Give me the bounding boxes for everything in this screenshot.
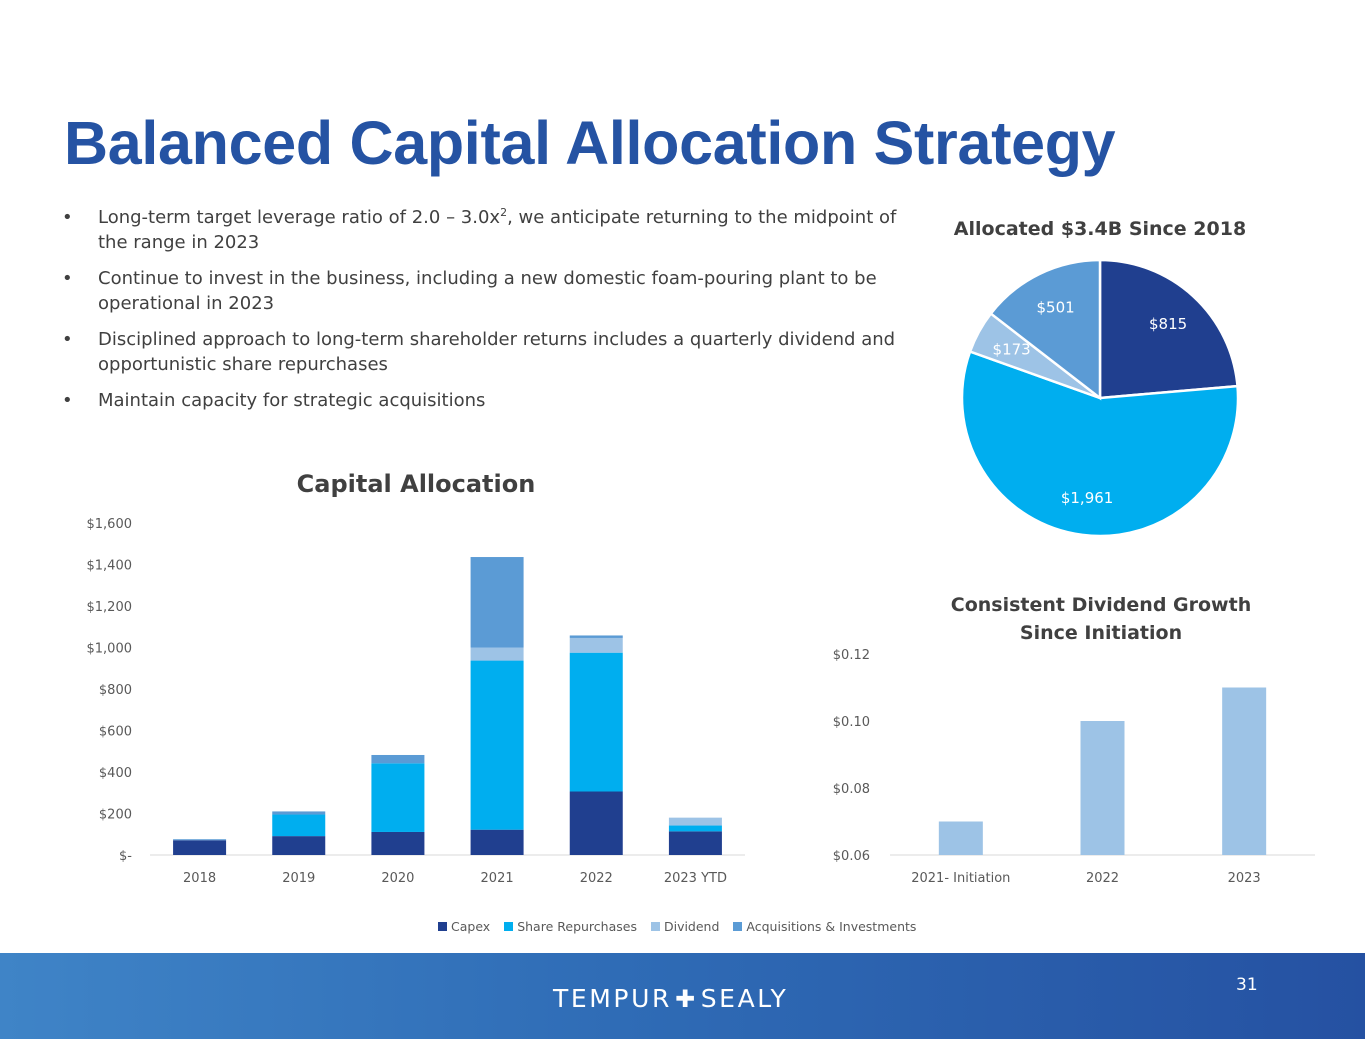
legend-item-capex: Capex [438,919,490,934]
bar-segment [371,754,425,764]
bullet-item: • Maintain capacity for strategic acquisi… [62,390,486,411]
bar-segment [569,791,623,855]
capital-chart-legend: Capex Share Repurchases Dividend Acquisi… [438,919,916,934]
page-title: Balanced Capital Allocation Strategy [64,109,1116,177]
y-tick-label: $600 [99,725,132,740]
allocation-pie-chart: Allocated $3.4B Since 2018 $815 $1,961 $17… [954,218,1246,538]
bar-segment [470,647,524,661]
x-tick-label: 2023 YTD [664,871,727,886]
legend-item-dividend: Dividend [650,919,719,934]
bullet-item: • Long-term target leverage ratio of 2.0 … [62,206,897,253]
plus-icon: ✚ [674,984,698,1013]
x-tick-label: 2021 [481,871,514,886]
x-tick-label: 2020 [381,871,414,886]
footer-banner: TEMPUR ✚ SEALY 31 [0,953,1365,1039]
page-number: 31 [1236,975,1258,995]
pie-slice-label: $1,961 [1061,489,1114,507]
x-tick-label: 2023 [1228,871,1261,886]
pie-slice [989,258,1102,401]
x-tick-label: 2019 [282,871,315,886]
y-tick-label: $400 [99,766,132,781]
y-tick-label: $1,000 [87,642,133,657]
y-tick-label: $1,200 [87,600,133,615]
bar-segment [272,814,326,837]
legend-swatch [438,922,447,931]
x-tick-label: 2021- Initiation [911,871,1010,886]
bullet-list: • Long-term target leverage ratio of 2.0 … [62,205,902,424]
y-tick-label: $1,400 [87,559,133,574]
x-tick-label: 2022 [580,871,613,886]
pie-slice-label: $815 [1149,315,1187,333]
legend-item-acquisitions: Acquisitions & Investments [733,919,916,934]
legend-swatch [733,922,743,931]
bar-segment [470,660,524,830]
bar-segment [272,836,326,855]
bar-segment [668,817,722,826]
capital-allocation-chart: Capital Allocation $- $200 $400 $600 $800 $1,… [87,470,745,886]
y-tick-label: $800 [99,683,132,698]
bar-segment [272,811,326,815]
y-tick-label: $200 [99,808,132,823]
bar-segment [173,839,227,841]
dividend-growth-chart: Consistent Dividend Growth Since Initiat… [833,594,1315,886]
dividend-bar [1080,721,1125,855]
y-tick-label: $0.06 [833,849,870,864]
bullet-dot: • [62,268,73,289]
y-tick-label: $1,600 [87,517,133,532]
bar-segment [569,652,623,792]
pie-slice [960,349,1240,538]
bullet-item: • Continue to invest in the business, inc… [62,268,877,314]
bullet-dot: • [62,207,73,228]
dividend-chart-title-line2: Since Initiation [1020,622,1182,644]
bar-segment [470,829,524,855]
bar-segment [668,831,722,855]
bar-segment [173,840,227,855]
y-tick-label: $- [119,849,132,864]
bar-segment [668,825,722,832]
dividend-chart-title-line1: Consistent Dividend Growth [951,594,1251,616]
y-tick-label: $0.08 [833,782,870,797]
dividend-bar [1222,687,1267,855]
bullet-item: • Disciplined approach to long-term share… [62,329,896,375]
pie-slice [1098,258,1239,400]
legend-swatch [650,922,660,931]
legend-item-share-repurchases: Share Repurchases [504,919,637,934]
dividend-bar [938,821,983,855]
bullet-dot: • [62,329,73,350]
bar-segment [371,831,425,855]
legend-swatch [504,922,514,931]
bullet-dot: • [62,390,73,411]
pie-slice-label: $173 [993,341,1031,359]
pie-chart-title: Allocated $3.4B Since 2018 [954,218,1246,240]
x-tick-label: 2018 [183,871,216,886]
bar-segment [569,637,623,653]
bar-segment [371,763,425,832]
bar-segment [470,557,524,648]
y-tick-label: $0.12 [833,648,870,663]
pie-slice-label: $501 [1037,299,1075,317]
y-tick-label: $0.10 [833,715,870,730]
bar-segment [569,635,623,638]
capital-chart-title: Capital Allocation [297,470,536,498]
company-logo: TEMPUR ✚ SEALY [553,984,789,1013]
x-tick-label: 2022 [1086,871,1119,886]
